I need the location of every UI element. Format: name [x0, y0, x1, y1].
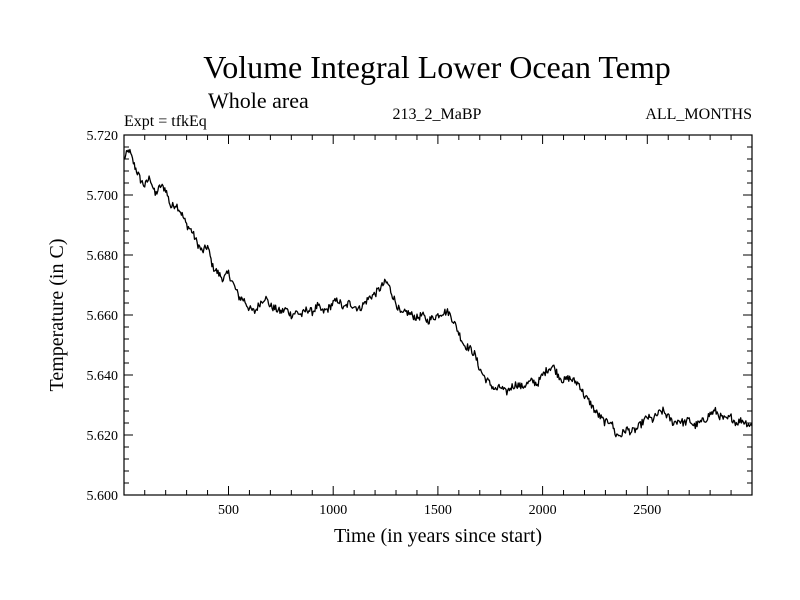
x-axis-label: Time (in years since start)	[334, 525, 542, 547]
series-line	[123, 148, 753, 438]
y-tick-label: 5.700	[87, 189, 119, 204]
y-tick-label: 5.600	[87, 489, 119, 504]
chart-title: Volume Integral Lower Ocean Temp	[203, 49, 671, 85]
y-tick-label: 5.680	[87, 249, 119, 264]
chart-subtitle: Whole area	[208, 88, 309, 113]
x-tick-label: 1500	[424, 503, 452, 518]
y-tick-label: 5.620	[87, 429, 119, 444]
x-tick-label: 2000	[529, 503, 557, 518]
annotation-center: 213_2_MaBP	[393, 106, 482, 123]
x-tick-labels: 500 1000 1500 2000 2500	[218, 503, 661, 518]
annotation-right: ALL_MONTHS	[645, 106, 752, 123]
x-tick-label: 500	[218, 503, 239, 518]
x-tick-label: 2500	[633, 503, 661, 518]
y-tick-label: 5.640	[87, 369, 119, 384]
axis-ticks	[124, 134, 752, 496]
annotation-left: Expt = tfkEq	[124, 113, 207, 130]
y-tick-label: 5.720	[87, 129, 119, 144]
y-tick-label: 5.660	[87, 309, 119, 324]
y-axis-label: Temperature (in C)	[46, 239, 68, 392]
y-tick-labels: 5.600 5.620 5.640 5.660 5.680 5.700 5.720	[87, 129, 119, 504]
x-tick-label: 1000	[319, 503, 347, 518]
